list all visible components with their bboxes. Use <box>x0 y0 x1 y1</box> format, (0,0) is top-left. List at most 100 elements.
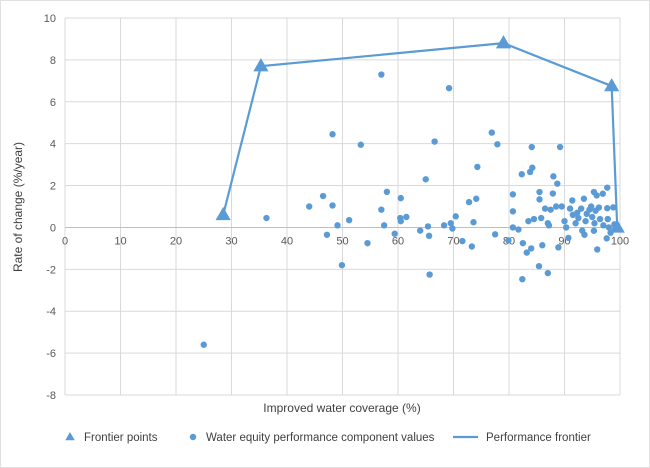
data-point <box>549 190 557 197</box>
data-point <box>569 197 576 204</box>
data-point <box>555 244 562 251</box>
data-point <box>572 220 579 227</box>
data-point <box>397 194 404 202</box>
data-point <box>547 206 554 213</box>
data-point <box>595 204 603 211</box>
y-tick-label: 10 <box>44 13 56 25</box>
data-point <box>525 217 532 225</box>
x-tick-label: 40 <box>281 235 293 247</box>
data-point <box>603 235 610 242</box>
data-point <box>422 176 429 183</box>
data-point <box>378 206 385 213</box>
data-point <box>424 223 432 230</box>
data-point <box>378 71 385 78</box>
data-marks <box>200 35 625 348</box>
data-point <box>345 216 353 224</box>
data-point <box>537 214 545 222</box>
data-point <box>505 237 512 244</box>
data-point <box>556 143 564 151</box>
data-point <box>357 141 365 148</box>
y-tick-label: 2 <box>50 181 56 193</box>
data-point <box>319 192 327 200</box>
x-tick-label: 20 <box>170 235 182 247</box>
data-point <box>544 269 552 277</box>
data-point <box>323 231 331 238</box>
data-point <box>605 224 613 231</box>
x-tick-label: 70 <box>447 235 459 247</box>
data-point <box>536 196 543 203</box>
y-tick-label: 0 <box>50 222 56 234</box>
y-axis-title: Rate of change (%/year) <box>11 142 25 272</box>
data-point <box>581 231 588 238</box>
legend-circle-icon <box>189 433 197 441</box>
data-point <box>445 84 453 92</box>
data-point <box>338 261 346 269</box>
data-point <box>329 131 336 138</box>
data-point <box>509 224 517 231</box>
data-point <box>530 215 538 223</box>
data-point <box>599 190 606 197</box>
data-point <box>334 222 341 229</box>
y-tick-label: -2 <box>46 264 56 276</box>
data-point <box>515 226 522 233</box>
data-point <box>561 217 568 225</box>
data-point <box>391 230 398 237</box>
legend-label: Water equity performance component value… <box>206 432 435 444</box>
legend-label: Frontier points <box>84 432 158 444</box>
data-point <box>364 239 371 247</box>
data-point <box>449 225 456 232</box>
data-point <box>518 171 525 178</box>
data-point <box>558 203 565 210</box>
data-point <box>417 227 424 234</box>
data-point <box>589 213 596 221</box>
frontier-point <box>495 35 512 49</box>
data-point <box>380 222 388 229</box>
data-point <box>587 203 595 210</box>
data-point <box>459 237 466 245</box>
y-tick-label: 8 <box>50 55 56 67</box>
data-point <box>554 180 561 187</box>
data-point <box>535 262 543 270</box>
data-point <box>440 222 448 229</box>
data-point <box>306 203 313 210</box>
y-tick-label: 6 <box>50 97 56 109</box>
data-point <box>447 220 454 227</box>
data-point <box>473 195 480 202</box>
data-point <box>566 205 574 212</box>
x-tick-label: 100 <box>611 235 629 247</box>
x-tick-label: 10 <box>114 235 126 247</box>
data-point <box>565 234 572 242</box>
data-point <box>329 202 336 209</box>
frontier-point <box>604 78 620 92</box>
legend: Frontier points Water equity performance … <box>65 432 591 444</box>
data-point <box>575 214 582 222</box>
data-point <box>550 173 557 180</box>
y-tick-label: -4 <box>46 306 56 318</box>
x-tick-label: 30 <box>225 235 237 247</box>
frontier-point <box>253 58 269 72</box>
data-point <box>403 213 410 221</box>
data-point <box>600 222 607 229</box>
data-point <box>491 231 499 238</box>
data-point <box>200 341 207 348</box>
y-tick-label: -6 <box>46 348 56 360</box>
data-point <box>590 227 598 234</box>
x-axis-title: Improved water coverage (%) <box>263 401 420 415</box>
data-point <box>545 222 553 229</box>
data-point <box>604 204 611 212</box>
legend-triangle-icon <box>65 432 75 441</box>
data-point <box>596 215 604 223</box>
data-point <box>604 215 611 223</box>
data-point <box>523 249 530 256</box>
x-tick-label: 60 <box>392 235 404 247</box>
data-point <box>383 188 391 196</box>
data-point <box>494 141 501 148</box>
data-point <box>539 242 546 249</box>
data-point <box>509 191 517 198</box>
data-point <box>519 239 527 247</box>
data-point <box>582 217 589 225</box>
data-point <box>593 192 600 199</box>
y-tick-label: -8 <box>46 390 56 402</box>
data-point <box>528 245 535 252</box>
data-point <box>468 243 476 250</box>
